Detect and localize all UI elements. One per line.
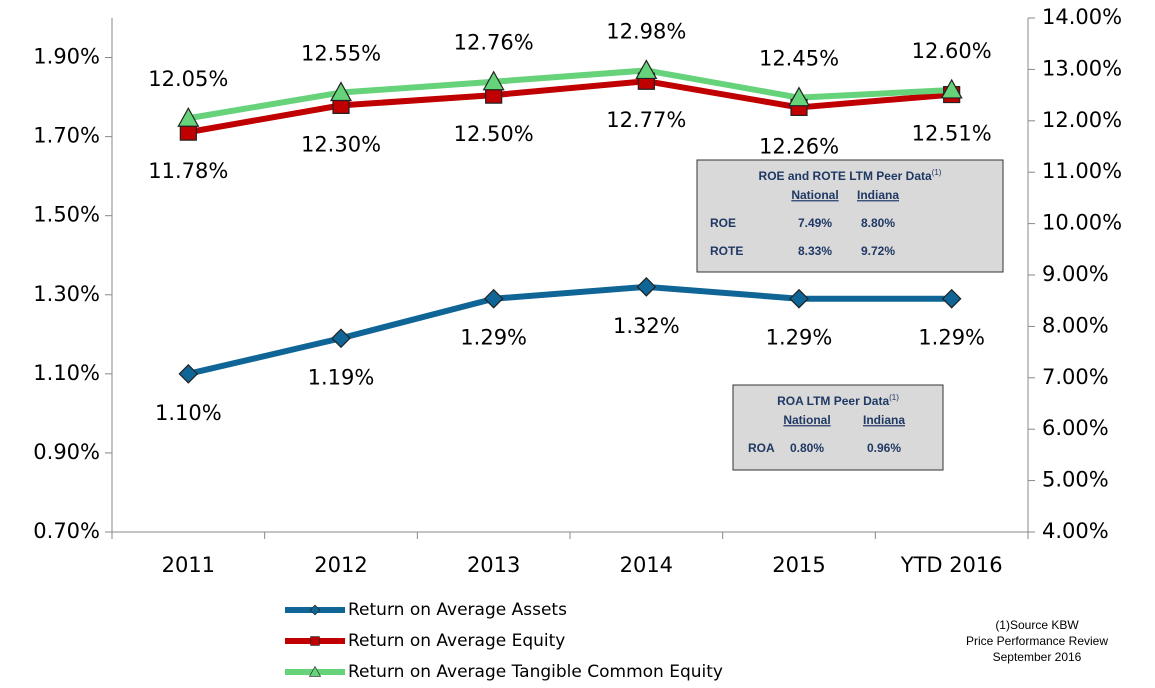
data-label: 12.55% [301,42,381,66]
data-label: 1.29% [918,326,985,350]
x-tick-label: YTD 2016 [900,553,1003,577]
data-label: 12.77% [606,108,686,132]
x-tick-label: 2011 [162,553,215,577]
series-line [187,78,952,136]
peer-note: (1) [932,168,942,177]
data-label: 1.32% [613,314,680,338]
peer-cell: ROA [748,441,775,455]
data-label: 12.50% [454,122,534,146]
peer-cell: 7.49% [798,216,832,230]
marker [483,288,504,309]
footnote: September 2016 [993,650,1082,664]
y-tick-label: 1.90% [33,45,100,69]
marker [309,604,321,616]
series-line [187,283,952,377]
y2-tick-label: 12.00% [1042,108,1122,132]
y2-tick-label: 8.00% [1042,313,1109,337]
peer-column: Indiana [857,188,899,202]
series-line [187,67,952,122]
y2-tick-label: 13.00% [1042,56,1122,80]
peer-cell: 0.96% [867,441,901,455]
peer-title: ROE and ROTE LTM Peer Data(1) [759,168,942,183]
peer-column: Indiana [863,413,905,427]
data-label: 12.60% [912,39,992,63]
y-tick-label: 1.30% [33,282,100,306]
peer-cell: 0.80% [790,441,824,455]
y2-tick-label: 5.00% [1042,468,1109,492]
data-label: 12.26% [759,134,839,158]
legend-label: Return on Average Tangible Common Equity [348,662,723,682]
marker [636,277,657,297]
marker [329,81,353,102]
marker [331,328,351,349]
x-tick-label: 2012 [314,553,367,577]
peer-title: ROA LTM Peer Data(1) [777,393,899,408]
marker [635,59,658,80]
marker [310,636,320,646]
y-tick-label: 1.10% [33,361,100,385]
y2-tick-label: 11.00% [1042,159,1122,183]
peer-cell: 8.33% [798,244,832,258]
data-label: 11.78% [148,159,228,183]
data-label: 12.05% [148,67,228,91]
y-tick-label: 0.90% [33,440,100,464]
y2-tick-label: 6.00% [1042,416,1109,440]
peer-title-text: ROE and ROTE LTM Peer Data [759,169,932,183]
y2-tick-label: 14.00% [1042,5,1122,29]
marker [177,106,200,127]
marker [789,288,809,309]
footnote: (1)Source KBW [995,618,1079,632]
data-label: 1.19% [308,365,375,389]
data-label: 12.45% [759,47,839,71]
peer-box [696,159,1004,273]
marker [308,665,322,677]
data-label: 12.76% [454,31,534,55]
marker [482,70,505,91]
peer-cell: ROE [710,216,736,230]
peer-box [732,384,944,471]
peer-cell: 9.72% [861,244,895,258]
peer-note: (1) [889,393,899,402]
y-tick-label: 1.70% [33,124,100,148]
y2-tick-label: 7.00% [1042,365,1109,389]
x-tick-label: 2015 [772,553,825,577]
data-label: 12.30% [301,132,381,156]
marker [787,86,811,107]
y2-tick-label: 10.00% [1042,211,1122,235]
legend-label: Return on Average Assets [348,600,567,620]
y-tick-label: 1.50% [33,203,100,227]
marker [941,288,962,309]
y2-tick-label: 4.00% [1042,519,1109,543]
y-tick-label: 0.70% [33,519,100,543]
marker [178,363,199,384]
data-label: 12.98% [606,19,686,43]
peer-column: National [791,188,838,202]
footnote: Price Performance Review [966,634,1108,648]
peer-cell: 8.80% [861,216,895,230]
data-label: 12.51% [912,122,992,146]
peer-cell: ROTE [710,244,743,258]
y2-tick-label: 9.00% [1042,262,1109,286]
peer-column: National [783,413,830,427]
x-tick-label: 2014 [620,553,673,577]
data-label: 1.10% [155,401,222,425]
marker [940,78,963,99]
data-label: 1.29% [766,326,833,350]
x-tick-label: 2013 [467,553,520,577]
data-label: 1.29% [460,326,527,350]
peer-title-text: ROA LTM Peer Data [777,394,889,408]
legend-label: Return on Average Equity [348,631,565,651]
